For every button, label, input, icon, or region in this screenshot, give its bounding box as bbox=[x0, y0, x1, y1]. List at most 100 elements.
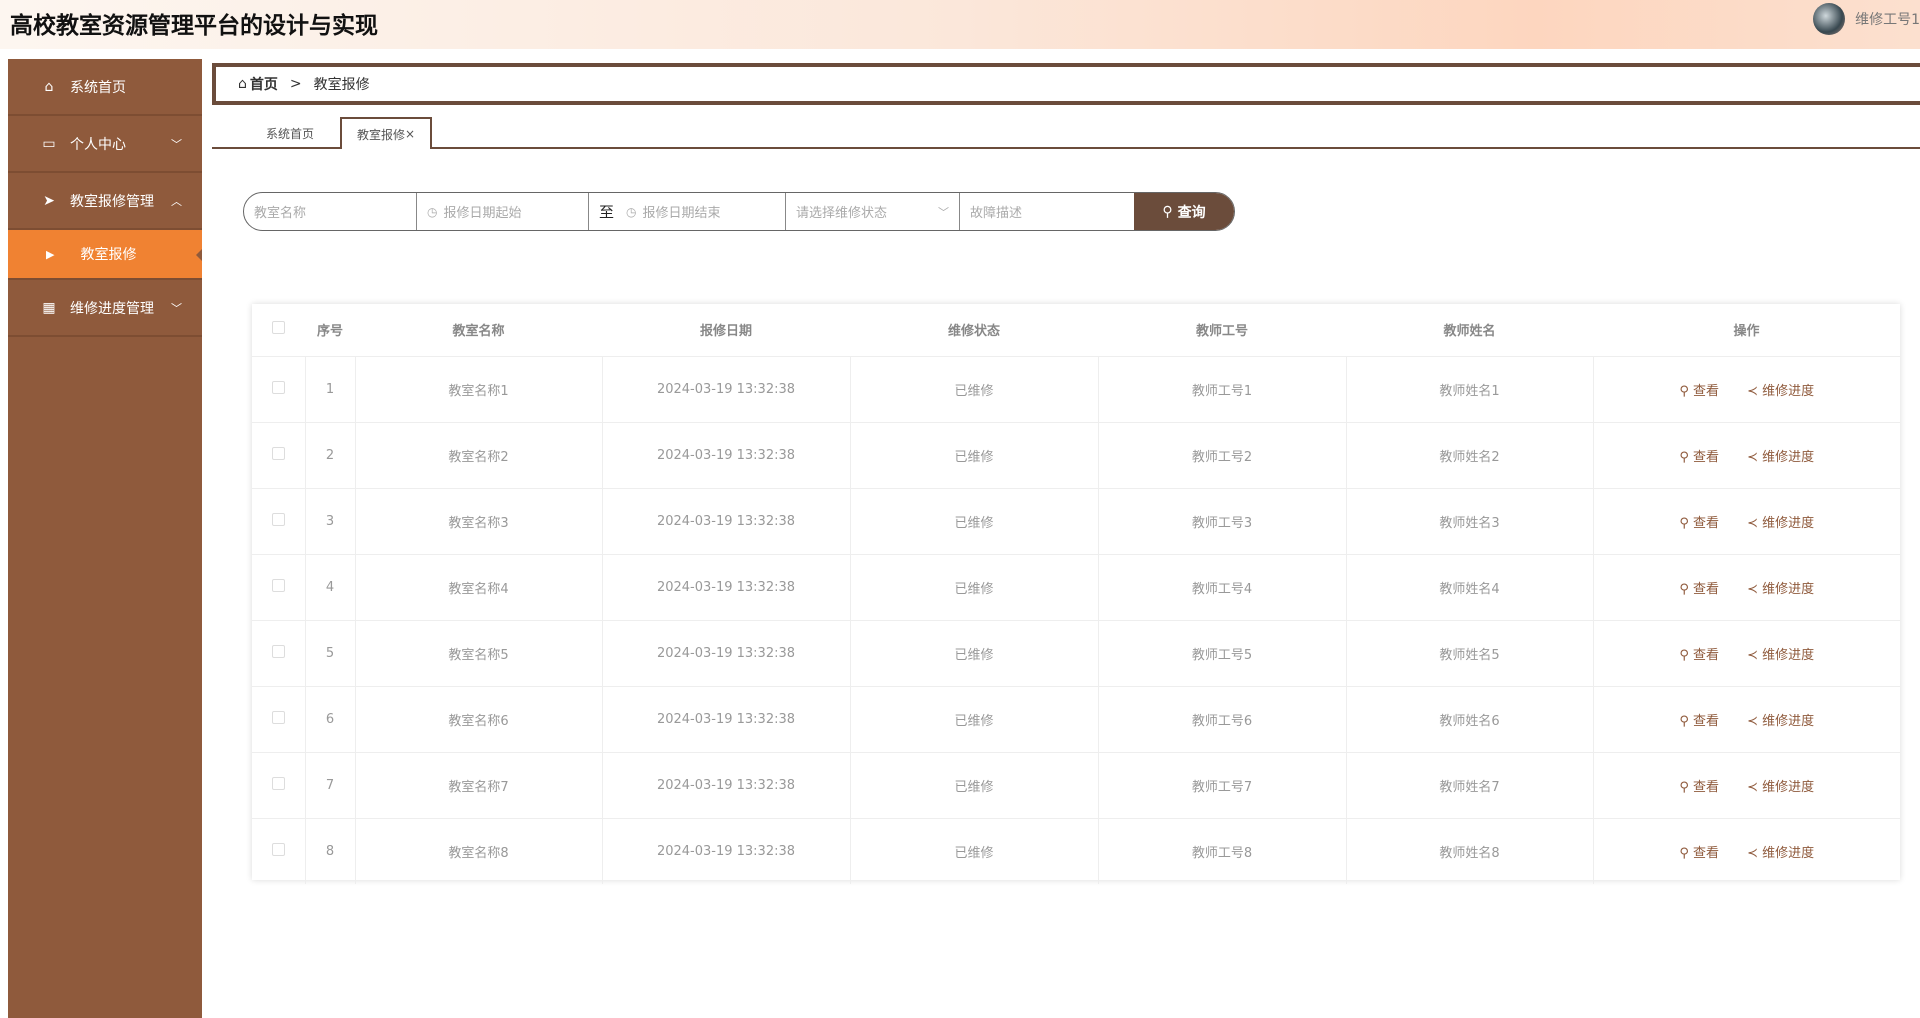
tab-home[interactable]: 系统首页 bbox=[265, 126, 314, 141]
view-button[interactable]: ⚲ 查看 bbox=[1679, 845, 1720, 861]
avatar[interactable] bbox=[1813, 3, 1846, 35]
search-icon: ⚲ bbox=[1679, 515, 1694, 531]
table-cell: 2024-03-19 13:32:38 bbox=[601, 421, 850, 488]
sidebar-item-label: 维修进度管理 bbox=[70, 300, 154, 317]
share-icon: ≺ bbox=[1747, 713, 1763, 729]
progress-button[interactable]: ≺ 维修进度 bbox=[1747, 449, 1815, 465]
row-checkbox[interactable] bbox=[271, 644, 285, 658]
search-button[interactable]: ⚲ 查询 bbox=[1134, 193, 1234, 230]
table-cell: 教室名称2 bbox=[354, 421, 602, 488]
share-icon: ≺ bbox=[1747, 383, 1763, 399]
table-cell: 已维修 bbox=[849, 817, 1098, 884]
table-row: 7 教室名称7 2024-03-19 13:32:38 已维修 教师工号7 教师姓名7 ⚲ … bbox=[252, 751, 1900, 818]
breadcrumb-home[interactable]: 首页 bbox=[249, 77, 278, 93]
view-button[interactable]: ⚲ 查看 bbox=[1679, 779, 1720, 795]
table-cell: 教师工号7 bbox=[1097, 751, 1346, 818]
table-cell: 教室名称3 bbox=[354, 487, 602, 554]
status-select[interactable]: 请选择维修状态 ﹀ bbox=[786, 193, 960, 230]
table-cell: 教师姓名5 bbox=[1345, 619, 1593, 686]
row-checkbox[interactable] bbox=[271, 776, 285, 790]
sidebar: ⌂ 系统首页 ▭ 个人中心 ﹀ ➤ 教室报修管理 ︿ ▶ 教室报修 ▦ 维修进度管理 ﹀ bbox=[8, 59, 202, 1018]
home-icon: ⌂ bbox=[44, 78, 54, 95]
table-cell: 2024-03-19 13:32:38 bbox=[601, 619, 850, 686]
table-cell: 2 bbox=[304, 421, 355, 488]
tab-label: 教室报修 bbox=[356, 127, 405, 142]
col-header: 教室名称 bbox=[452, 324, 505, 340]
progress-button[interactable]: ≺ 维修进度 bbox=[1747, 713, 1815, 729]
progress-button[interactable]: ≺ 维修进度 bbox=[1747, 581, 1815, 597]
chevron-down-icon: ﹀ bbox=[171, 137, 182, 151]
row-checkbox[interactable] bbox=[271, 710, 285, 724]
breadcrumb-current: 教室报修 bbox=[313, 77, 370, 93]
col-header: 教师姓名 bbox=[1443, 324, 1496, 340]
view-button[interactable]: ⚲ 查看 bbox=[1679, 515, 1720, 531]
table-cell: 7 bbox=[304, 751, 355, 818]
fault-desc-input[interactable]: 故障描述 bbox=[970, 206, 1023, 221]
table-cell: 教师工号4 bbox=[1097, 553, 1346, 620]
calendar-icon: ▭ bbox=[42, 135, 56, 152]
progress-button[interactable]: ≺ 维修进度 bbox=[1747, 383, 1815, 399]
chevron-down-icon: ﹀ bbox=[171, 301, 182, 315]
table-row: 1 教室名称1 2024-03-19 13:32:38 已维修 教师工号1 教师姓名1 ⚲ … bbox=[252, 355, 1900, 422]
table-cell: 教师工号5 bbox=[1097, 619, 1346, 686]
row-checkbox[interactable] bbox=[271, 512, 285, 526]
progress-button[interactable]: ≺ 维修进度 bbox=[1747, 845, 1815, 861]
table-cell: 2024-03-19 13:32:38 bbox=[601, 487, 850, 554]
table-cell: 已维修 bbox=[849, 355, 1098, 422]
table-cell: 教师工号1 bbox=[1097, 355, 1346, 422]
progress-button[interactable]: ≺ 维修进度 bbox=[1747, 515, 1815, 531]
table-cell: 已维修 bbox=[849, 685, 1098, 752]
paper-plane-icon: ➤ bbox=[43, 192, 55, 209]
tab-bar: 系统首页 教室报修 × bbox=[212, 117, 1920, 149]
table-cell: 2024-03-19 13:32:38 bbox=[601, 685, 850, 752]
table-cell: 已维修 bbox=[849, 619, 1098, 686]
breadcrumb-separator: > bbox=[289, 76, 302, 92]
sidebar-item-progress-mgmt[interactable]: ▦ 维修进度管理 ﹀ bbox=[8, 280, 202, 337]
classroom-name-input[interactable]: 教室名称 bbox=[244, 193, 417, 230]
row-checkbox[interactable] bbox=[271, 446, 285, 460]
search-icon: ⚲ bbox=[1679, 845, 1694, 861]
sidebar-item-repair[interactable]: ▶ 教室报修 bbox=[8, 230, 202, 280]
table-cell: 教师姓名3 bbox=[1345, 487, 1593, 554]
row-checkbox[interactable] bbox=[271, 842, 285, 856]
sidebar-item-home[interactable]: ⌂ 系统首页 bbox=[8, 59, 202, 116]
end-date-input[interactable]: 至 ◷ 报修日期结束 bbox=[589, 193, 786, 230]
table-cell: 教师工号8 bbox=[1097, 817, 1346, 884]
repair-table: 序号 教室名称 报修日期 维修状态 教师工号 教师姓名 操作 1 教室名称1 202… bbox=[252, 304, 1900, 884]
grid-icon: ▦ bbox=[42, 299, 56, 316]
sidebar-item-personal[interactable]: ▭ 个人中心 ﹀ bbox=[8, 116, 202, 173]
row-checkbox[interactable] bbox=[271, 578, 285, 592]
progress-button[interactable]: ≺ 维修进度 bbox=[1747, 647, 1815, 663]
sidebar-item-label: 教室报修 bbox=[80, 247, 137, 263]
view-button[interactable]: ⚲ 查看 bbox=[1679, 383, 1720, 399]
row-checkbox[interactable] bbox=[271, 380, 285, 394]
share-icon: ≺ bbox=[1747, 845, 1763, 861]
table-header: 序号 教室名称 报修日期 维修状态 教师工号 教师姓名 操作 bbox=[252, 304, 1900, 356]
view-button[interactable]: ⚲ 查看 bbox=[1679, 713, 1720, 729]
tab-repair[interactable]: 教室报修 × bbox=[340, 117, 432, 149]
sidebar-item-label: 个人中心 bbox=[70, 136, 126, 153]
sidebar-item-repair-mgmt[interactable]: ➤ 教室报修管理 ︿ bbox=[8, 173, 202, 230]
close-icon[interactable]: × bbox=[404, 127, 416, 141]
view-button[interactable]: ⚲ 查看 bbox=[1679, 647, 1720, 663]
view-button[interactable]: ⚲ 查看 bbox=[1679, 581, 1720, 597]
table-row: 5 教室名称5 2024-03-19 13:32:38 已维修 教师工号5 教师姓名5 ⚲ … bbox=[252, 619, 1900, 686]
view-button[interactable]: ⚲ 查看 bbox=[1679, 449, 1720, 465]
progress-button[interactable]: ≺ 维修进度 bbox=[1747, 779, 1815, 795]
table-cell: 已维修 bbox=[849, 487, 1098, 554]
table-cell: 教室名称4 bbox=[354, 553, 602, 620]
select-all-checkbox[interactable] bbox=[272, 321, 285, 335]
table-cell: 教师姓名6 bbox=[1345, 685, 1593, 752]
share-icon: ≺ bbox=[1747, 779, 1763, 795]
share-icon: ≺ bbox=[1747, 515, 1763, 531]
col-header: 报修日期 bbox=[699, 324, 752, 340]
col-header: 维修状态 bbox=[947, 324, 1000, 340]
user-menu[interactable]: 维修工号1 bbox=[1813, 3, 1920, 35]
table-cell: 2024-03-19 13:32:38 bbox=[601, 751, 850, 818]
chevron-up-icon: ︿ bbox=[171, 194, 182, 208]
search-icon: ⚲ bbox=[1162, 203, 1173, 220]
start-date-input[interactable]: ◷ 报修日期起始 bbox=[417, 193, 589, 230]
breadcrumb: ⌂ 首页 > 教室报修 bbox=[212, 63, 1920, 105]
search-icon: ⚲ bbox=[1679, 449, 1694, 465]
table-cell: 6 bbox=[304, 685, 355, 752]
